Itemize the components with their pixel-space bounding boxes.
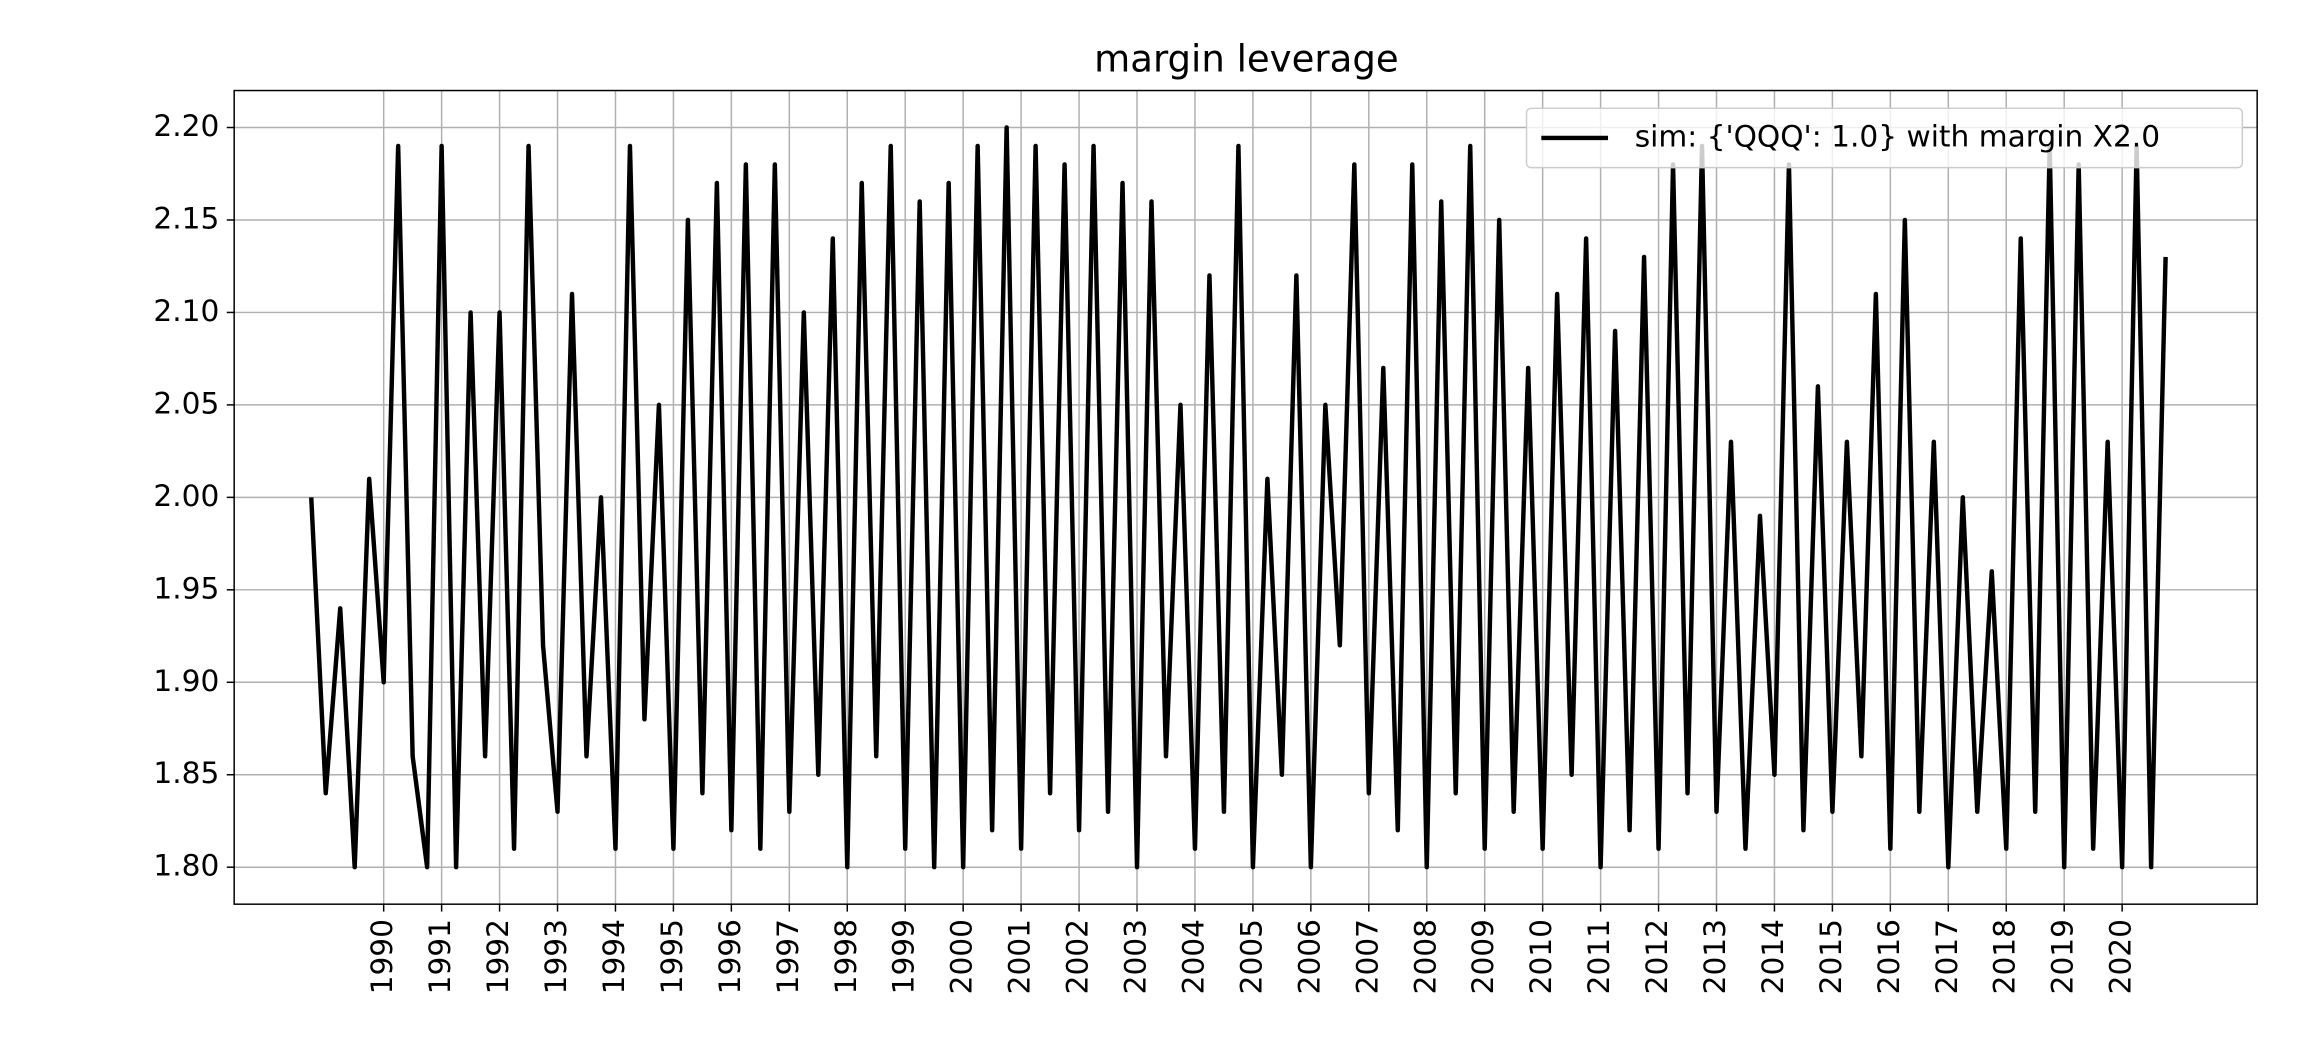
x-tick-label: 2016 <box>1871 919 1906 994</box>
x-tick-label: 1994 <box>596 919 631 994</box>
x-tick-label: 1999 <box>886 919 921 994</box>
x-tick-label: 2003 <box>1118 919 1153 994</box>
x-tick-label: 2008 <box>1407 919 1442 994</box>
x-tick-label: 1990 <box>364 919 399 994</box>
y-tick-label: 1.95 <box>153 570 219 605</box>
chart-title: margin leverage <box>1094 37 1398 80</box>
x-tick-label: 2013 <box>1697 919 1732 994</box>
x-tick-label: 2004 <box>1175 919 1210 994</box>
y-tick-label: 1.80 <box>153 848 219 883</box>
x-tick-label: 2010 <box>1523 919 1558 994</box>
x-tick-label: 2009 <box>1465 919 1500 994</box>
legend-box <box>1525 107 2244 169</box>
x-tick-label: 1995 <box>654 919 689 994</box>
y-tick-label: 1.90 <box>153 663 219 698</box>
x-tick-label: 2001 <box>1002 919 1037 994</box>
x-tick-label: 1993 <box>538 919 573 994</box>
x-tick-label: 1998 <box>828 919 863 994</box>
x-tick-label: 1992 <box>480 919 515 994</box>
x-tick-label: 2020 <box>2103 919 2138 994</box>
x-tick-label: 1996 <box>712 919 747 994</box>
x-tick-label: 2007 <box>1349 919 1384 994</box>
legend: sim: {'QQQ': 1.0} with margin X2.0 <box>1525 107 2244 169</box>
axes-frame <box>233 89 2258 905</box>
x-tick-label: 2012 <box>1639 919 1674 994</box>
x-tick-label: 2019 <box>2045 919 2080 994</box>
y-tick-label: 1.85 <box>153 755 219 790</box>
x-tick-label: 2014 <box>1755 919 1790 994</box>
legend-label: sim: {'QQQ': 1.0} with margin X2.0 <box>1635 118 2160 153</box>
y-tick-label: 2.00 <box>153 478 219 513</box>
x-tick-label: 2000 <box>944 919 979 994</box>
y-tick-label: 2.05 <box>153 385 219 420</box>
x-tick-label: 2011 <box>1581 919 1616 994</box>
x-tick-label: 2006 <box>1291 919 1326 994</box>
x-tick-label: 2002 <box>1060 919 1095 994</box>
y-tick-label: 2.15 <box>153 200 219 235</box>
x-tick-label: 2015 <box>1813 919 1848 994</box>
x-tick-label: 2017 <box>1929 919 1964 994</box>
y-tick-label: 2.10 <box>153 293 219 328</box>
y-tick-label: 2.20 <box>153 108 219 143</box>
data-line <box>309 125 2168 870</box>
x-tick-label: 1997 <box>770 919 805 994</box>
x-tick-label: 1991 <box>422 919 457 994</box>
x-tick-label: 2005 <box>1233 919 1268 994</box>
x-tick-label: 2018 <box>1987 919 2022 994</box>
